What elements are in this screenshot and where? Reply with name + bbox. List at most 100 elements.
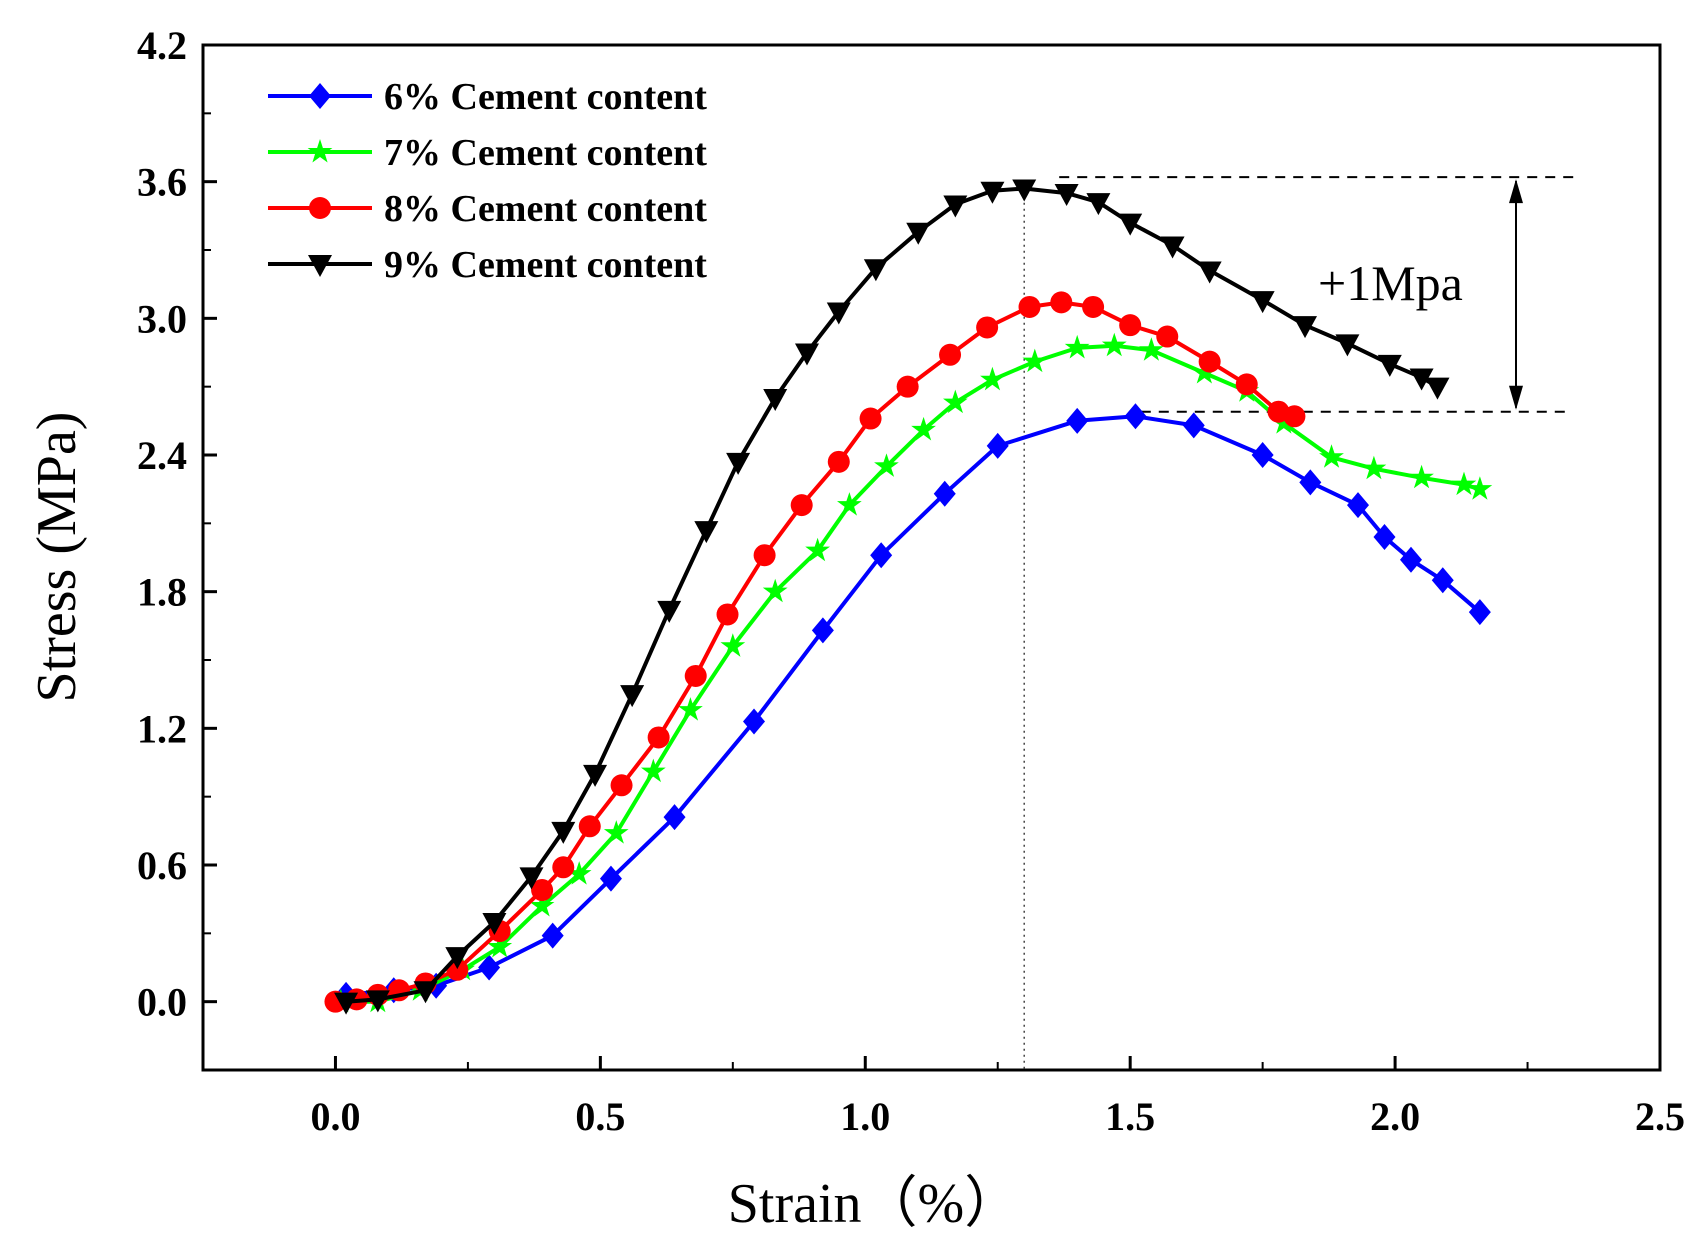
data-point-star [1139, 337, 1164, 361]
data-point-triangle [1335, 334, 1360, 357]
series-line [345, 414, 1482, 997]
data-point-circle [1082, 295, 1105, 318]
data-point-circle [1235, 373, 1258, 396]
data-point-triangle [1250, 291, 1275, 314]
data-point-diamond [1468, 599, 1491, 626]
peak-difference-label: +1Mpa [1318, 255, 1463, 311]
data-point-triangle [1425, 377, 1450, 400]
data-point-star [566, 861, 592, 885]
series-line [335, 300, 1295, 1004]
data-point-star [911, 416, 936, 441]
data-point-star [1409, 464, 1434, 489]
data-point-diamond [743, 708, 766, 735]
data-point-triangle [794, 343, 819, 366]
x-tick-label: 2.5 [1635, 1094, 1685, 1139]
legend: 6% Cement content 7% Cement content 8% Cem… [268, 76, 707, 286]
x-axis-title: Strain（%） [728, 1173, 1020, 1235]
data-point-star [874, 453, 899, 477]
series-layer [324, 179, 1493, 1015]
data-point-star [1101, 332, 1127, 357]
series-line [345, 186, 1439, 1004]
data-point-triangle [365, 990, 390, 1013]
x-tick-label: 0.5 [575, 1094, 625, 1139]
data-point-triangle [1118, 213, 1143, 236]
data-point-circle [753, 544, 776, 567]
data-point-circle [610, 774, 633, 797]
data-point-diamond [1182, 412, 1205, 439]
legend-item: 7% Cement content [268, 132, 707, 174]
data-point-triangle [519, 867, 544, 890]
x-tick-label: 0.0 [310, 1094, 360, 1139]
data-point-diamond [309, 83, 331, 109]
y-tick-label: 2.4 [137, 433, 187, 478]
data-point-triangle [413, 981, 438, 1004]
data-point-star [1271, 410, 1297, 434]
data-point-diamond [1431, 567, 1454, 594]
data-point-star [720, 633, 746, 657]
data-point-triangle [863, 259, 888, 282]
data-point-circle [1018, 295, 1041, 318]
data-point-circle [578, 815, 601, 838]
data-point-diamond [1124, 403, 1147, 430]
data-point-star [1361, 455, 1387, 480]
data-point-triangle [1054, 184, 1079, 207]
legend-item: 8% Cement content [268, 188, 707, 230]
data-point-star [1064, 334, 1090, 359]
data-point-triangle [551, 821, 576, 844]
data-point-circle [790, 494, 813, 517]
data-point-star [1192, 360, 1217, 384]
data-point-triangle [1160, 236, 1185, 259]
series-line [340, 343, 1481, 1004]
legend-label: 6% Cement content [384, 76, 707, 118]
data-point-circle [531, 879, 554, 902]
data-point-circle [1119, 314, 1142, 337]
data-point-star [678, 697, 703, 721]
data-point-circle [1156, 325, 1179, 348]
legend-label: 7% Cement content [384, 132, 707, 174]
y-tick-label: 3.6 [137, 160, 187, 205]
plot-frame [201, 43, 1662, 1072]
series-8pct [324, 291, 1306, 1013]
data-point-star [641, 758, 666, 783]
data-point-circle [684, 664, 707, 687]
legend-label: 9% Cement content [384, 244, 707, 286]
data-point-circle [1283, 405, 1306, 428]
data-point-circle [827, 450, 850, 473]
data-point-star [1022, 348, 1048, 373]
data-point-triangle [763, 389, 788, 412]
data-point-triangle [1086, 193, 1111, 216]
data-point-diamond [870, 542, 893, 569]
x-tick-label: 2.0 [1370, 1094, 1420, 1139]
x-tick-label: 1.5 [1105, 1094, 1155, 1139]
data-point-triangle [1012, 179, 1037, 202]
legend-label: 8% Cement content [384, 188, 707, 230]
data-point-star [1319, 444, 1344, 468]
data-point-star [603, 820, 629, 844]
data-point-diamond [478, 954, 501, 981]
data-point-diamond [599, 865, 622, 892]
data-point-triangle [980, 181, 1005, 204]
data-point-circle [552, 856, 575, 879]
y-tick-label: 0.0 [137, 980, 187, 1025]
data-point-star [307, 139, 333, 163]
legend-item: 6% Cement content [268, 76, 707, 118]
data-point-diamond [933, 480, 956, 507]
y-tick-label: 0.6 [137, 843, 187, 888]
data-point-star [762, 578, 788, 603]
y-axis-title: Stress (MPa) [26, 412, 88, 703]
arrow-head-down [1509, 385, 1523, 410]
data-point-circle [859, 407, 882, 430]
data-point-triangle [1409, 368, 1434, 391]
data-point-star [1451, 471, 1477, 496]
data-point-diamond [1066, 407, 1089, 434]
data-point-diamond [1299, 469, 1322, 496]
data-point-star [980, 366, 1005, 391]
data-point-triangle [943, 195, 968, 218]
y-tick-label: 3.0 [137, 296, 187, 341]
y-tick-label: 4.2 [137, 23, 187, 68]
annotation-layer [1023, 176, 1575, 1070]
x-tick-label: 1.0 [840, 1094, 890, 1139]
data-point-diamond [986, 432, 1009, 459]
data-point-star [943, 389, 968, 414]
